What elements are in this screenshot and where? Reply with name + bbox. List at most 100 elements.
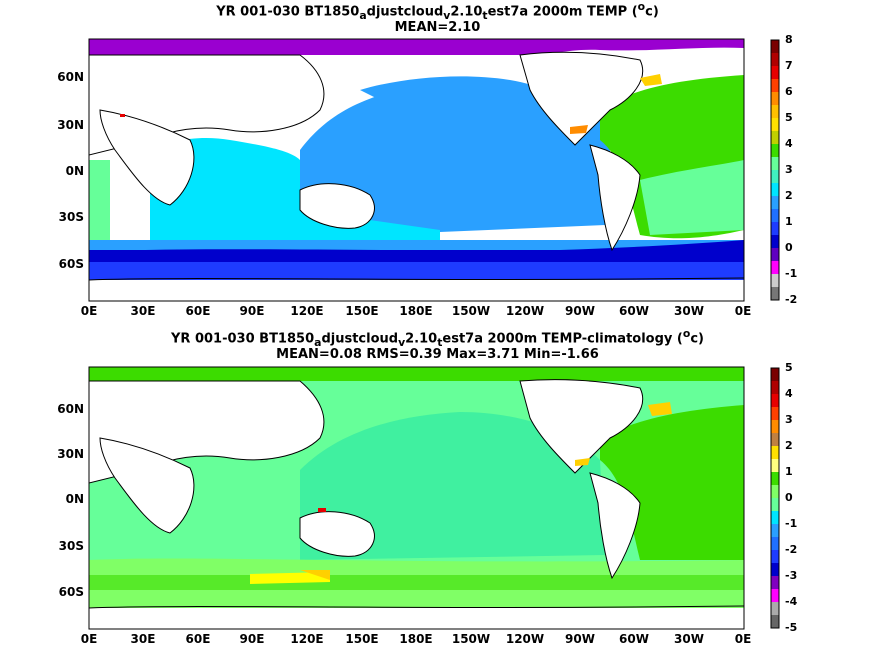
p2-lat-60S: 60S: [59, 585, 84, 599]
p2-lon-120E: 120E: [290, 632, 323, 646]
p1-lat-60N: 60N: [57, 70, 84, 84]
p1-lon-120W: 120W: [506, 304, 544, 318]
p1-lon-150W: 150W: [452, 304, 490, 318]
p1-lon-0E-end: 0E: [735, 304, 752, 318]
p2-cb-label: -4: [785, 595, 798, 608]
p2-cb-swatch: [771, 537, 779, 550]
p1-cb-swatch: [771, 144, 779, 157]
p1-cb-label: 3: [785, 163, 793, 176]
p2-lon-0E: 0E: [81, 632, 98, 646]
p2-cb-swatch: [771, 511, 779, 524]
p1-cb-swatch: [771, 235, 779, 248]
p1-cb-label: 4: [785, 137, 793, 150]
p1-lon-0E: 0E: [81, 304, 98, 318]
p2-lon-90E: 90E: [240, 632, 265, 646]
p1-lat-30S: 30S: [59, 210, 84, 224]
p2-lon-30W: 30W: [674, 632, 704, 646]
p2-cb-swatch: [771, 615, 779, 628]
p1-cb-swatch: [771, 170, 779, 183]
p1-cb-swatch: [771, 261, 779, 274]
p2-cb-swatch: [771, 446, 779, 459]
p1-lon-90W: 90W: [565, 304, 595, 318]
p2-cb-label: -1: [785, 517, 797, 530]
p1-cb-label: 8: [785, 33, 793, 46]
p1-lon-60E: 60E: [186, 304, 211, 318]
p1-cb-swatch: [771, 53, 779, 66]
p2-lon-180E: 180E: [399, 632, 432, 646]
p2-cb-swatch: [771, 485, 779, 498]
p2-cb-swatch: [771, 407, 779, 420]
p1-lon-30E: 30E: [131, 304, 156, 318]
p1-lon-150E: 150E: [345, 304, 378, 318]
panel2-title: YR 001-030 BT1850adjustcloudv2.10test7a …: [171, 327, 704, 349]
p2-cb-label: 5: [785, 361, 793, 374]
p1-lon-180E: 180E: [399, 304, 432, 318]
p2-cb-label: 4: [785, 387, 793, 400]
p1-cb-swatch: [771, 92, 779, 105]
p2-cb-label: 1: [785, 465, 793, 478]
p1-cb-swatch: [771, 209, 779, 222]
p2-lon-30E: 30E: [131, 632, 156, 646]
p2-lon-150W: 150W: [452, 632, 490, 646]
p1-lat-0N: 0N: [66, 164, 84, 178]
p2-cb-label: -2: [785, 543, 797, 556]
p1-cb-swatch: [771, 248, 779, 261]
p2-lon-150E: 150E: [345, 632, 378, 646]
p2-cb-swatch: [771, 459, 779, 472]
p2-cb-swatch: [771, 498, 779, 511]
p1-lon-120E: 120E: [290, 304, 323, 318]
p2-cb-swatch: [771, 394, 779, 407]
p2-cb-swatch: [771, 524, 779, 537]
p1-cb-label: -1: [785, 267, 797, 280]
panel1-title: YR 001-030 BT1850adjustcloudv2.10test7a …: [216, 0, 659, 22]
p1-cb-swatch: [771, 118, 779, 131]
p2-cb-swatch: [771, 589, 779, 602]
p2-lat-30S: 30S: [59, 539, 84, 553]
p1-cb-swatch: [771, 131, 779, 144]
p2-cb-swatch: [771, 550, 779, 563]
p1-cb-swatch: [771, 66, 779, 79]
p1-cb-swatch: [771, 222, 779, 235]
p1-cb-label: 6: [785, 85, 793, 98]
p2-cb-swatch: [771, 420, 779, 433]
p2-lat-60N: 60N: [57, 402, 84, 416]
panel1-colorbar: [770, 39, 780, 301]
p1-cb-swatch: [771, 287, 779, 300]
p2-cb-swatch: [771, 368, 779, 381]
p1-lat-30N: 30N: [57, 118, 84, 132]
p2-lon-60E: 60E: [186, 632, 211, 646]
p2-cb-swatch: [771, 563, 779, 576]
p1-cb-swatch: [771, 183, 779, 196]
p2-cb-label: -5: [785, 621, 797, 634]
p1-cb-label: -2: [785, 293, 797, 306]
p1-cb-swatch: [771, 274, 779, 287]
panel2-map: [89, 367, 744, 629]
p2-cb-label: 0: [785, 491, 793, 504]
p2-lon-60W: 60W: [619, 632, 649, 646]
p1-cb-label: 0: [785, 241, 793, 254]
p1-cb-swatch: [771, 40, 779, 53]
p1-cb-swatch: [771, 79, 779, 92]
p1-cb-label: 1: [785, 215, 793, 228]
p2-cb-swatch: [771, 602, 779, 615]
p1-lon-90E: 90E: [240, 304, 265, 318]
panel2-colorbar: [770, 367, 780, 629]
p2-cb-label: 3: [785, 413, 793, 426]
p2-lon-90W: 90W: [565, 632, 595, 646]
p2-lon-120W: 120W: [506, 632, 544, 646]
p1-cb-swatch: [771, 105, 779, 118]
p1-lat-60S: 60S: [59, 257, 84, 271]
p2-lat-0N: 0N: [66, 492, 84, 506]
p2-cb-swatch: [771, 472, 779, 485]
p2-cb-swatch: [771, 576, 779, 589]
p2-lat-30N: 30N: [57, 447, 84, 461]
p2-lon-0E-end: 0E: [735, 632, 752, 646]
p1-cb-swatch: [771, 157, 779, 170]
p2-cb-label: 2: [785, 439, 793, 452]
p2-cb-label: -3: [785, 569, 797, 582]
p1-cb-label: 2: [785, 189, 793, 202]
p1-lon-30W: 30W: [674, 304, 704, 318]
p2-cb-swatch: [771, 381, 779, 394]
panel1-map: [89, 39, 744, 301]
